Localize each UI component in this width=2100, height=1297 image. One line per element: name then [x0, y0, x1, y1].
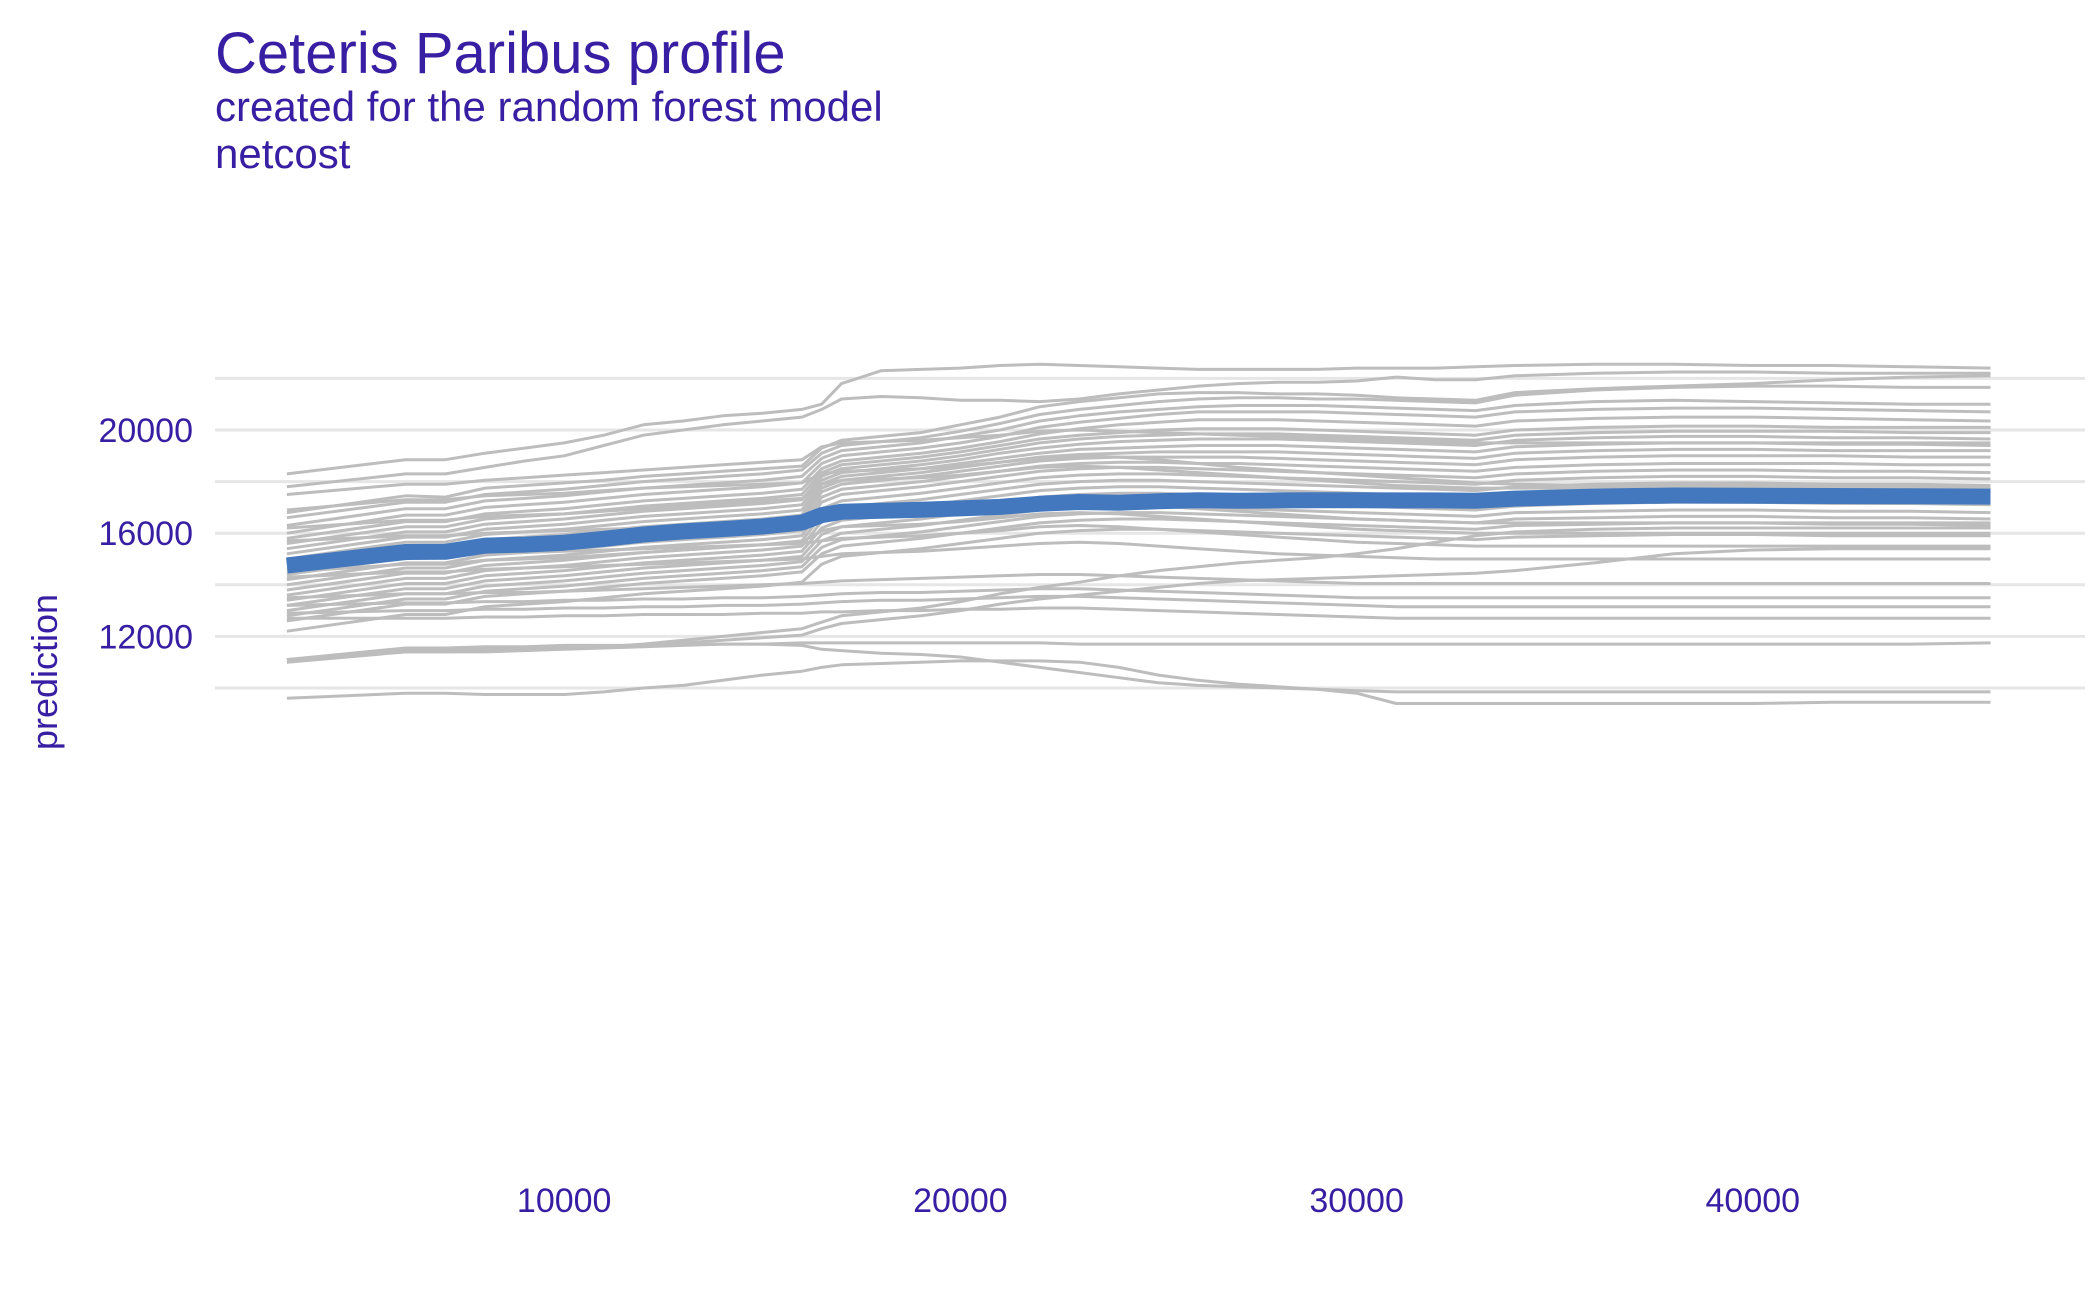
x-tick-label: 40000 — [1706, 1182, 1801, 1220]
x-tick-label: 10000 — [517, 1182, 612, 1220]
variable-name: netcost — [215, 130, 351, 177]
profile-line-1 — [286, 362, 1991, 476]
profile-line-22 — [286, 511, 1991, 618]
profile-line-32 — [286, 606, 1991, 620]
profile-line-23 — [286, 517, 1991, 623]
profile-line-6 — [286, 406, 1991, 535]
y-tick-labels: 12000 16000 20000 — [98, 412, 193, 656]
profile-line-40 — [286, 511, 1991, 574]
aggregate-profile-line — [285, 487, 1991, 574]
profile-line-27 — [286, 524, 1991, 564]
y-tick-label: 16000 — [98, 515, 193, 553]
profile-line-31 — [286, 594, 1991, 615]
chart-title: Ceteris Paribus profile — [215, 21, 786, 86]
profile-line-2 — [286, 370, 1991, 489]
profile-line-35 — [286, 641, 1991, 662]
profile-line-4 — [286, 384, 1991, 520]
profile-line-36 — [286, 659, 1991, 705]
x-tick-label: 20000 — [913, 1182, 1008, 1220]
y-tick-label: 12000 — [98, 618, 193, 656]
profile-lines — [286, 362, 1991, 705]
chart-subtitle: created for the random forest model — [215, 83, 883, 130]
profile-line-29 — [286, 573, 1991, 600]
profile-line-7 — [286, 415, 1991, 540]
profile-line-25 — [286, 454, 1991, 512]
profile-line-9 — [286, 429, 1991, 551]
y-axis-label: prediction — [24, 594, 65, 750]
profile-line-28 — [286, 540, 1991, 579]
x-tick-labels: 10000 20000 30000 40000 — [517, 1182, 1800, 1220]
profile-line-24 — [286, 527, 1991, 633]
profile-line-11 — [286, 441, 1991, 561]
profile-line-39 — [286, 464, 1991, 530]
x-tick-label: 30000 — [1309, 1182, 1404, 1220]
aggregate-profile — [285, 487, 1991, 574]
profile-line-10 — [286, 434, 1991, 556]
profile-line-3 — [286, 374, 1991, 515]
y-tick-label: 20000 — [98, 412, 193, 450]
profile-line-37 — [286, 642, 1991, 694]
profile-line-38 — [286, 428, 1991, 496]
